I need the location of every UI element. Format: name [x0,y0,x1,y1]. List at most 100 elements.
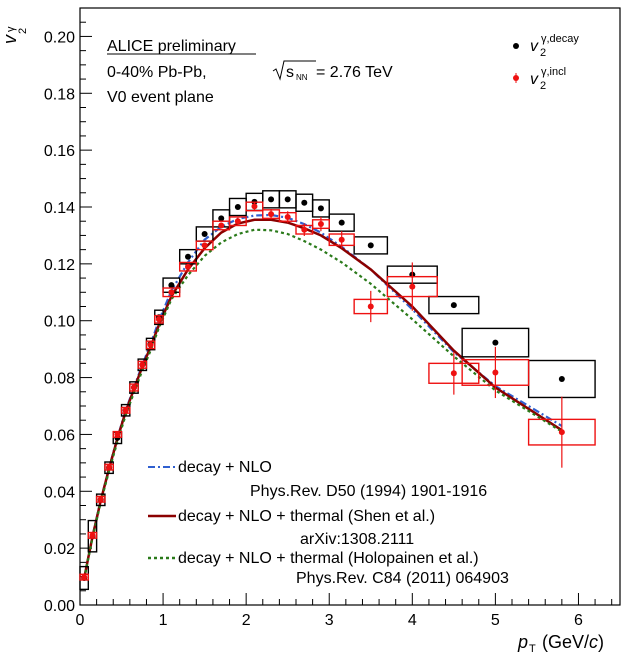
legend-incl-sub: 2 [540,80,546,92]
legend-incl-label: v [530,71,539,88]
incl-data-point [122,407,129,414]
sys-error-box [137,360,148,369]
incl-data-point [89,532,96,539]
legend-decay-base: v [530,38,539,55]
incl-data-point [97,496,104,503]
legend-decay-marker [513,43,519,49]
x-axis-title: p T (GeV/c) [517,632,604,655]
decay-data-point [268,196,275,203]
y-tick-label: 0.04 [44,484,75,501]
legend-holopainen-ref: Phys.Rev. C84 (2011) 064903 [296,570,509,587]
sys-error-box [428,295,480,315]
x-tick-label: 6 [574,612,583,629]
decay-data-point [234,204,241,210]
y-tick-label: 0.08 [44,371,75,388]
decay-data-point [201,231,208,238]
data-points-group [79,190,596,591]
y-tick-label: 0.02 [44,541,75,558]
sys-error-box [178,261,198,272]
legend-nlo-label: decay + NLO [178,459,272,476]
decay-data-point [218,215,225,222]
decay-data-point [492,339,499,346]
incl-data-point [268,211,275,218]
y-tick-label: 0.20 [44,29,75,46]
incl-data-point [492,369,499,376]
x-tick-label: 0 [76,612,85,629]
y-axis-title: v γ 2 [0,26,29,44]
x-axis-title-unit: (GeV/c) [542,632,604,652]
sys-error-box [195,240,214,251]
incl-data-point [450,370,457,377]
legend-decay-label: v [530,38,539,55]
y-tick-label: 0.16 [44,143,75,160]
annotation-collision-system: 0-40% Pb-Pb, [107,64,207,81]
y-axis-title-sub: 2 [17,28,29,34]
incl-data-point [558,429,565,436]
incl-data-point [185,263,191,270]
sqrt-s-label: s [286,64,294,81]
sys-error-box [129,383,139,392]
incl-data-point [139,361,146,368]
sqrt-nn-label: NN [296,73,308,82]
y-tick-label: 0.14 [44,200,75,217]
y-tick-label: 0.18 [44,86,75,103]
incl-data-point [338,236,345,243]
annotation-event-plane: V0 event plane [107,89,214,106]
x-tick-label: 2 [242,612,251,629]
incl-data-point [106,464,113,471]
curves-legend: decay + NLO Phys.Rev. D50 (1994) 1901-19… [148,459,509,587]
decay-data-point [317,205,324,212]
x-axis-title-p: p [517,632,528,652]
sys-error-box [145,340,156,350]
sqrt-snn-symbol: s NN [272,60,316,82]
incl-data-point [168,289,175,296]
incl-data-point [201,242,208,249]
decay-data-point [558,375,565,382]
legend-shen-ref: arXiv:1308.2111 [300,531,414,548]
annotation-collision-prefix: 0-40% Pb-Pb, [107,64,207,81]
legend-incl-sup: γ,incl [541,66,566,78]
annotation-alice-preliminary: ALICE preliminary [107,38,236,55]
x-tick-label: 4 [408,612,417,629]
incl-data-point [131,384,137,391]
incl-data-point [218,222,225,229]
decay-data-point [301,199,308,206]
incl-data-point [147,341,154,348]
legend-shen-label: decay + NLO + thermal (Shen et al.) [178,508,435,525]
y-tick-label: 0.12 [44,257,75,274]
y-tick-label: 0.10 [44,314,75,331]
incl-data-point [234,218,241,225]
y-axis-title-sup: γ [5,26,17,32]
x-tick-label: 5 [491,612,500,629]
x-axis-title-sub: T [529,643,536,655]
x-tick-label: 1 [159,612,168,629]
decay-data-point [367,242,374,249]
incl-data-point [317,221,324,228]
x-tick-label: 3 [325,612,334,629]
sys-error-box [228,216,247,227]
decay-data-point [168,282,175,289]
incl-data-point [409,283,416,290]
annotation-energy: = 2.76 TeV [316,64,393,81]
incl-data-point [81,574,88,581]
incl-data-point [367,303,374,310]
points-legend: v γ,decay 2 v γ,incl 2 [513,33,579,92]
decay-data-point [338,219,345,226]
decay-data-point [284,196,291,203]
sys-error-box [154,314,164,324]
y-tick-label: 0.00 [44,598,75,615]
y-tick-label: 0.06 [44,427,75,444]
legend-nlo-ref: Phys.Rev. D50 (1994) 1901-1916 [250,483,487,500]
sys-error-box [162,287,181,298]
y-axis-title-base: v [0,34,20,44]
model-curve [83,228,563,579]
annotation-block: ALICE preliminary 0-40% Pb-Pb, s NN = 2.… [107,38,393,106]
decay-data-point [450,302,457,309]
legend-incl-base: v [530,71,539,88]
incl-data-point [114,431,121,438]
decay-data-point [185,253,191,260]
incl-data-point [155,316,162,323]
legend-holopainen-label: decay + NLO + thermal (Holopainen et al.… [178,550,479,567]
legend-decay-sub: 2 [540,47,546,59]
incl-data-point [284,213,291,220]
